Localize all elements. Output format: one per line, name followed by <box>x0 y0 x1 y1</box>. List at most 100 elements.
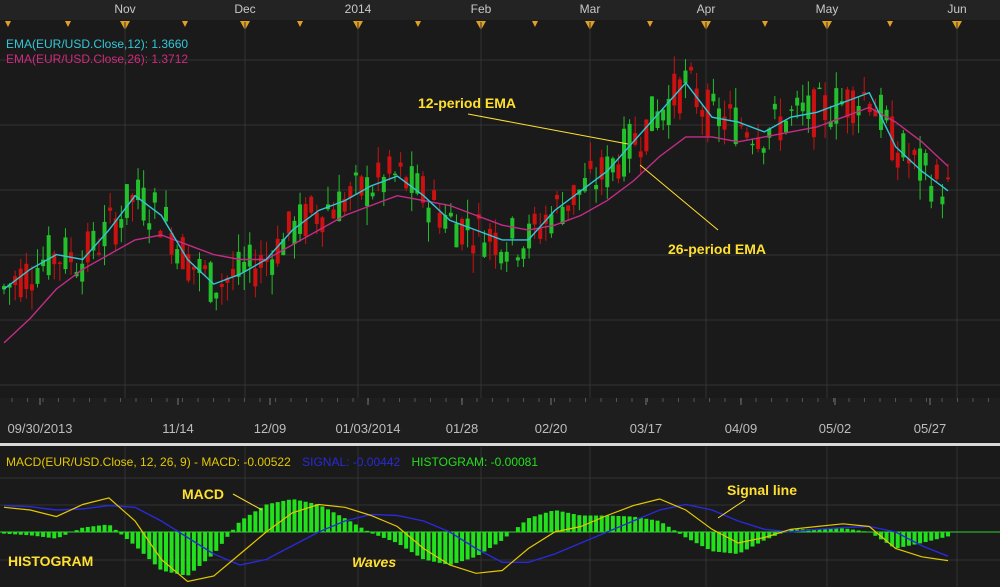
candle-up <box>918 148 923 181</box>
candle-down <box>203 265 208 270</box>
candle-down <box>538 228 543 239</box>
histogram-bar <box>258 507 263 532</box>
candle-down <box>862 91 867 94</box>
candle-up <box>136 179 141 201</box>
histogram-bar <box>605 515 610 532</box>
candle-up <box>510 218 515 239</box>
candle-down <box>638 151 643 158</box>
candle-down <box>616 164 621 179</box>
candle-up <box>828 121 833 127</box>
candle-down <box>231 268 236 277</box>
histogram-bar <box>867 532 872 533</box>
histogram-bar <box>560 511 565 532</box>
histogram-bar <box>24 532 29 536</box>
week-marker <box>532 21 538 27</box>
histogram-bar <box>655 520 660 532</box>
candle-up <box>337 191 342 222</box>
candle-up <box>521 248 526 259</box>
histogram-bar <box>594 515 599 532</box>
candle-up <box>560 206 565 224</box>
histogram-bar <box>348 521 353 532</box>
histogram-bar <box>582 515 587 532</box>
candle-up <box>716 108 721 127</box>
histogram-bar <box>359 527 364 532</box>
histogram-bar <box>197 532 202 566</box>
histogram-bar <box>41 532 46 537</box>
histogram-bar <box>811 529 816 532</box>
candle-up <box>247 244 252 267</box>
histogram-bar <box>862 531 867 532</box>
histogram-bar <box>158 532 163 570</box>
signal-line <box>3 503 949 566</box>
histogram-bar <box>432 532 437 562</box>
candle-up <box>594 185 599 190</box>
histogram-bar <box>253 511 258 532</box>
histogram-bar <box>750 532 755 547</box>
candle-up <box>236 251 241 277</box>
histogram-bar <box>342 518 347 532</box>
histogram-bar <box>934 532 939 540</box>
histogram-bar <box>677 532 682 534</box>
candle-down <box>286 211 291 234</box>
histogram-bar <box>247 514 252 532</box>
candle-down <box>158 230 163 238</box>
histogram-bar <box>633 516 638 532</box>
candle-up <box>141 187 146 221</box>
candle-up <box>515 257 520 261</box>
candle-up <box>175 249 180 264</box>
candle-up <box>298 204 303 234</box>
histogram-bar <box>264 504 269 532</box>
histogram-bar <box>124 532 129 540</box>
histogram-bar <box>499 532 504 541</box>
candle-up <box>147 223 152 230</box>
candle-up <box>415 173 420 194</box>
histogram-bar <box>817 529 822 532</box>
histogram-bar <box>292 499 297 532</box>
candle-down <box>258 255 263 268</box>
candle-down <box>348 186 353 198</box>
histogram-bar <box>236 522 241 532</box>
candle-up <box>381 176 386 193</box>
candle-up <box>409 166 414 193</box>
histogram-bar <box>532 516 537 532</box>
candle-down <box>566 205 571 211</box>
histogram-bar <box>130 532 135 544</box>
week-marker <box>647 21 653 27</box>
candle-up <box>482 242 487 257</box>
histogram-bar <box>515 527 520 532</box>
histogram-bar <box>856 530 861 532</box>
date-axis: 09/30/2013 11/14 12/09 01/03/2014 01/28 02/20… <box>7 398 989 436</box>
histogram-bar <box>918 532 923 544</box>
week-marker <box>65 21 71 27</box>
top-axis-bar <box>0 0 1000 20</box>
candle-up <box>582 177 587 192</box>
histogram-bar <box>18 532 23 535</box>
candle-down <box>52 253 57 265</box>
candle-up <box>365 177 370 207</box>
month-label: Nov <box>114 2 135 16</box>
histogram-bar <box>476 532 481 555</box>
histogram-bar <box>527 518 532 532</box>
candle-up <box>80 263 85 282</box>
candle-up <box>465 218 470 231</box>
candle-up <box>649 96 654 131</box>
macd-histogram <box>2 499 950 576</box>
date-axis-bar <box>0 398 1000 442</box>
candle-up <box>197 258 202 274</box>
histogram-bar <box>147 532 152 560</box>
macd-line <box>3 497 949 583</box>
histogram-bar <box>733 532 738 554</box>
histogram-bar <box>13 532 18 535</box>
candle-down <box>756 137 761 149</box>
candle-up <box>627 123 632 159</box>
histogram-bar <box>63 532 68 535</box>
histogram-bar <box>873 532 878 536</box>
date-label: 01/03/2014 <box>335 421 400 436</box>
histogram-bar <box>689 532 694 541</box>
histogram-bar <box>426 532 431 561</box>
histogram-bar <box>2 532 6 534</box>
histogram-bar <box>884 532 889 543</box>
histogram-bar <box>700 532 705 547</box>
ema26-line <box>3 106 949 344</box>
histogram-bar <box>823 528 828 532</box>
